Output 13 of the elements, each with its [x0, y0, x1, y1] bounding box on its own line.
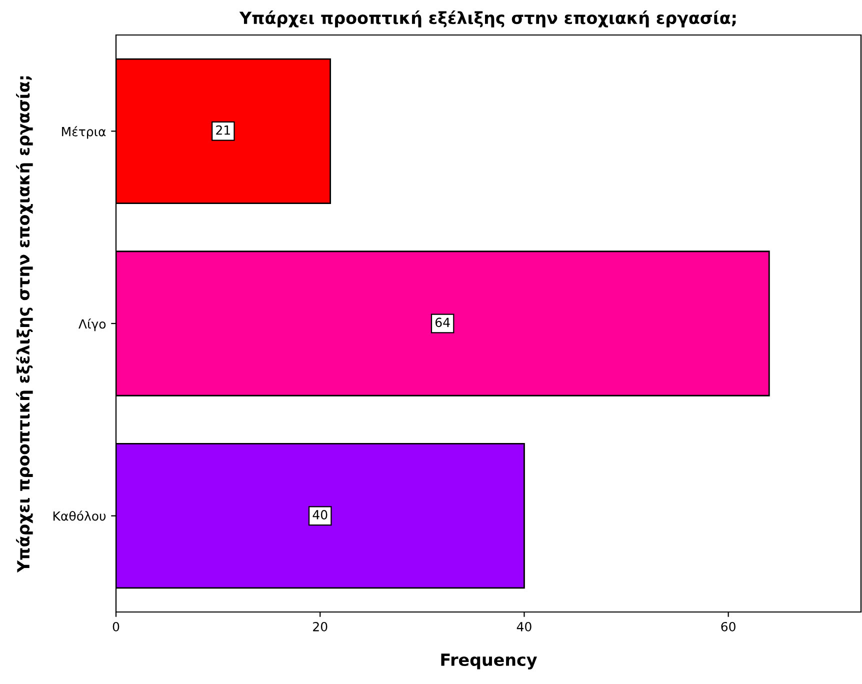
x-tick-label: 60 [721, 622, 736, 632]
x-tick-label: 40 [516, 622, 532, 632]
x-tick-label: 20 [313, 622, 328, 632]
x-axis-title: Frequency [441, 654, 537, 670]
data-label: 64 [435, 318, 450, 328]
y-axis-title: Υπάρχει προοπτική εξέλιξης στην εποχιακή εργασία; [16, 76, 33, 573]
y-tick-label: Μέτρια [62, 126, 106, 139]
y-tick-label: Καθόλου [53, 510, 106, 521]
data-label: 21 [216, 125, 230, 135]
data-label: 40 [312, 510, 328, 520]
x-tick-label: 0 [112, 622, 120, 632]
y-tick-label: Λίγο [78, 318, 106, 332]
chart-title: Υπάρχει προοπτική εξέλιξης στην εποχιακή εργασία; [239, 10, 736, 28]
